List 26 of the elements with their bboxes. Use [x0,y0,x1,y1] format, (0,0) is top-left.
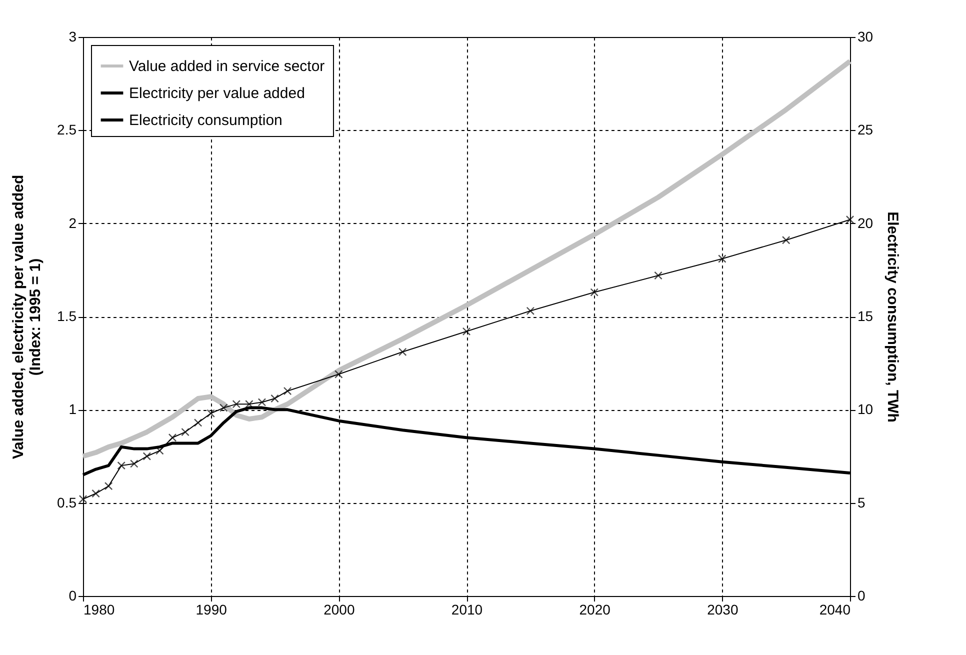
x-tick-label: 1980 [84,602,115,618]
x-tick-label: 1990 [196,602,228,618]
y2-axis-title: Electricity consumption, TWh [884,212,902,422]
y2-tick-label: 0 [858,588,866,604]
y2-tick-label: 30 [858,28,874,44]
legend-label: Electricity per value added [129,85,305,102]
y2-tick-label: 5 [858,494,866,510]
x-tick-label: 2020 [579,602,611,618]
y2-tick-label: 25 [858,122,874,138]
legend-label: Electricity consumption [129,112,282,129]
x-tick-label: 2000 [324,602,355,618]
y2-tick-label: 20 [858,214,874,231]
y-tick-label: 1 [68,401,77,418]
x-tick-label: 2040 [819,602,851,618]
y-tick-label: 3 [68,28,77,44]
y-tick-label: 1.5 [57,308,77,324]
y-tick-label: 2.5 [57,122,77,138]
y-tick-label: 2 [68,214,77,231]
y-tick-label: 0 [68,588,77,604]
y2-tick-label: 15 [858,308,874,324]
y-tick-label: 0.5 [57,494,77,510]
x-tick-label: 2030 [707,602,738,618]
x-tick-label: 2010 [451,602,483,618]
y-axis-title: Value added, electricity per value added (Index: 1995 = 1) [10,174,44,460]
y2-tick-label: 10 [858,401,874,418]
legend-label: Value added in service sector [129,58,325,75]
